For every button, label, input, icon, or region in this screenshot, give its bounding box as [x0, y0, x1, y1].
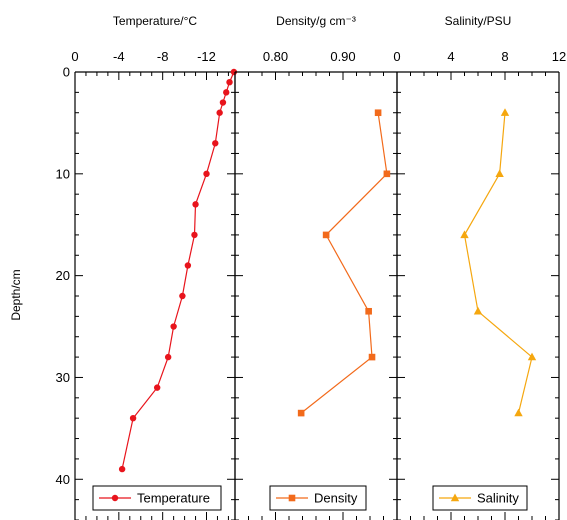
temperature-data-point: [216, 109, 223, 116]
salinity-x-tick-label: 8: [501, 49, 508, 64]
temperature-data-point: [192, 201, 199, 208]
temperature-data-point: [129, 414, 137, 422]
temperature-series-line: [121, 71, 235, 470]
salinity-data-point: [514, 408, 523, 417]
temperature-axis-title: Temperature/°C: [113, 14, 197, 28]
temperature-data-point: [179, 292, 186, 300]
density-data-point: [322, 231, 330, 239]
salinity-axis-title: Salinity/PSU: [445, 14, 512, 28]
salinity-x-tick-label: 12: [552, 49, 566, 64]
density-legend: Density: [269, 485, 367, 511]
temperature-x-tick-label: -8: [157, 49, 169, 64]
temperature-data-point: [212, 140, 219, 147]
y-tick-label: 30: [56, 370, 70, 385]
salinity-data-point: [473, 306, 483, 315]
salinity-legend: Salinity: [432, 485, 528, 511]
y-tick-label: 0: [63, 65, 70, 80]
density-panel: Density/g cm⁻³ 0.80 0.90 Density: [234, 14, 398, 520]
density-legend-marker: [288, 494, 296, 502]
temperature-x-tick-label: -12: [197, 49, 216, 64]
temperature-data-point: [191, 231, 198, 239]
density-axis-title: Density/g cm⁻³: [276, 14, 356, 28]
salinity-x-tick-label: 4: [447, 49, 454, 64]
salinity-data-point: [460, 230, 469, 239]
temperature-legend-marker: [111, 494, 119, 502]
temperature-legend: Temperature: [92, 485, 222, 511]
salinity-legend-label: Salinity: [477, 491, 519, 506]
temperature-x-tick-label: 0: [71, 49, 78, 64]
temperature-data-point: [203, 170, 210, 178]
salinity-series-line: [463, 112, 533, 414]
salinity-panel: Salinity/PSU 0 4 8 12 Salinity: [393, 14, 566, 520]
y-tick-label: 20: [56, 268, 70, 283]
temperature-data-point: [153, 384, 161, 391]
panels: Temperature/°C0 -4 -8 -12010203040Temperatu…: [56, 14, 566, 520]
y-tick-label: 10: [56, 166, 70, 181]
density-x-tick-label: 0.90: [330, 49, 355, 64]
density-series-line: [300, 112, 388, 414]
salinity-legend-marker: [450, 493, 460, 502]
y-axis-label: Depth/cm: [9, 269, 23, 320]
density-data-point: [368, 353, 376, 361]
temperature-data-point: [164, 353, 172, 361]
temperature-legend-label: Temperature: [137, 491, 210, 506]
salinity-data-point: [495, 169, 504, 178]
temperature-data-point: [219, 99, 227, 106]
density-data-point: [365, 307, 372, 315]
temperature-data-point: [184, 262, 192, 269]
temperature-x-tick-label: -4: [113, 49, 125, 64]
salinity-x-tick-label: 0: [393, 49, 400, 64]
density-data-point: [297, 409, 305, 417]
density-x-tick-label: 0.80: [263, 49, 288, 64]
density-legend-label: Density: [314, 491, 358, 506]
temperature-data-point: [118, 465, 126, 473]
salinity-data-point: [500, 108, 510, 116]
density-data-point: [383, 170, 391, 178]
temperature-panel: Temperature/°C 0 -4 -8 -12 0 10 20 30 40 Temperatu…: [56, 14, 238, 520]
y-tick-label: 40: [56, 472, 70, 487]
temperature-data-point: [170, 323, 177, 330]
salinity-data-point: [527, 352, 537, 361]
temperature-data-point: [226, 78, 233, 86]
density-data-point: [374, 109, 382, 117]
temperature-data-point: [223, 89, 230, 96]
